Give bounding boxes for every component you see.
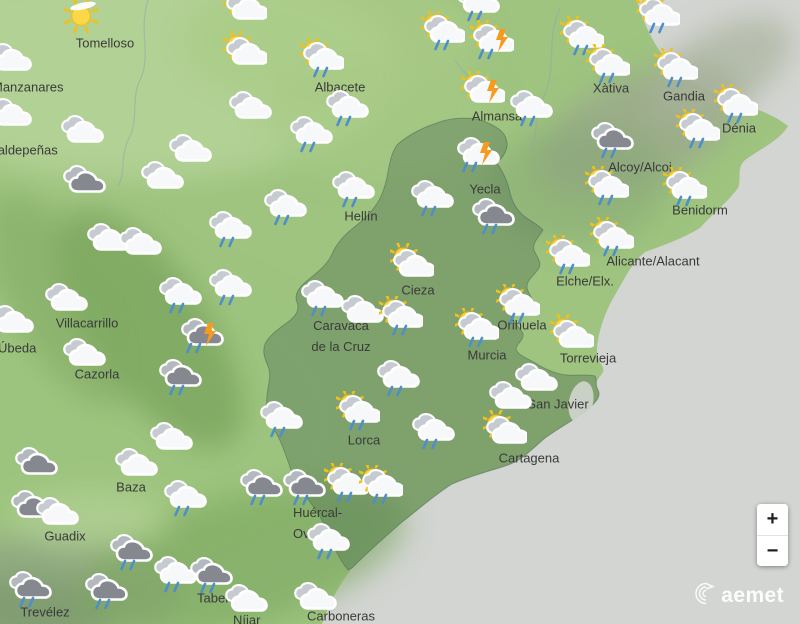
mar-menor [568,381,594,423]
aemet-logo[interactable]: aemet [693,581,784,611]
zoom-out-button[interactable]: − [757,535,788,566]
aemet-logo-text: aemet [721,584,784,607]
zoom-in-button[interactable]: + [757,504,788,535]
aemet-swirl-icon [693,581,718,611]
map-zoom-control: + − [757,504,788,566]
region-murcia-overlay [263,117,600,571]
